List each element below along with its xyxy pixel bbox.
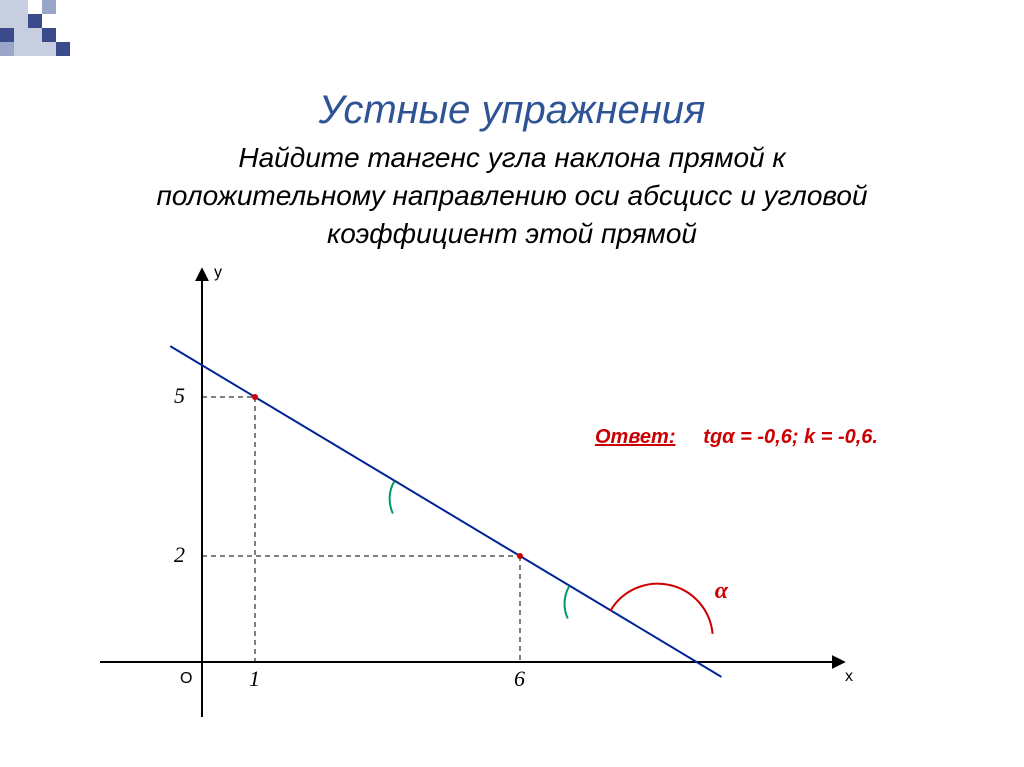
y-tick-2: 2 [174, 542, 185, 568]
alpha-label: α [715, 578, 728, 605]
answer-gap [681, 426, 698, 448]
y-tick-5: 5 [174, 383, 185, 409]
chart-svg [95, 262, 855, 732]
answer-text: tgα = -0,6; k = -0,6. [703, 426, 878, 448]
title-block: Устные упражнения Найдите тангенс угла н… [0, 88, 1024, 252]
x-axis-label: х [845, 668, 853, 686]
origin-label: О [180, 670, 192, 688]
subtitle-line-1: Найдите тангенс угла наклона прямой к [238, 142, 785, 173]
subtitle-line-2: положительному направлению оси абсцисс и… [156, 180, 867, 211]
y-axis-label: у [214, 264, 222, 282]
answer-block: Ответ: tgα = -0,6; k = -0,6. [595, 426, 878, 449]
x-tick-1: 1 [249, 666, 260, 692]
subtitle-line-3: коэффициент этой прямой [327, 218, 697, 249]
page-subtitle: Найдите тангенс угла наклона прямой к по… [0, 139, 1024, 252]
x-tick-6: 6 [514, 666, 525, 692]
answer-label: Ответ: [595, 426, 676, 448]
line-chart: у х О 5 2 1 6 α [95, 262, 855, 732]
page-title: Устные упражнения [0, 88, 1024, 133]
